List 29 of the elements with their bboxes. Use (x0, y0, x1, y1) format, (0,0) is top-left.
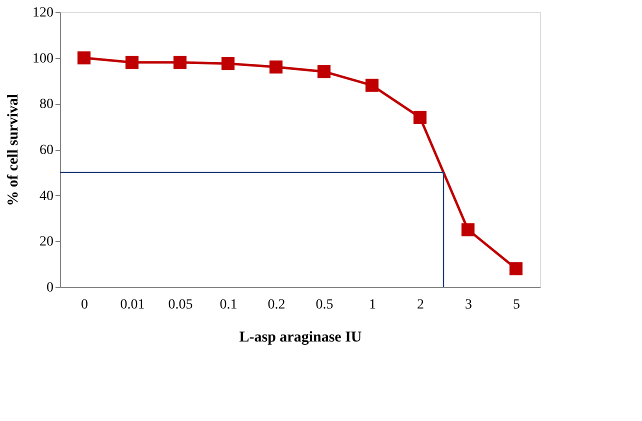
x-tick-label: 2 (417, 298, 424, 312)
x-tick-label: 0.01 (120, 298, 145, 312)
x-tick-label: 0.5 (316, 298, 334, 312)
point (365, 78, 379, 92)
x-tick-label: 3 (465, 298, 472, 312)
point (413, 110, 427, 124)
x-tick-label: 5 (513, 298, 520, 312)
y-axis-title: % of cell survival (6, 94, 22, 206)
x-axis-title: L-asp araginase IU (239, 330, 362, 346)
y-tick-label: 40 (40, 188, 54, 204)
x-tick-label: 0.1 (220, 298, 238, 312)
x-tick-label: 0.2 (268, 298, 286, 312)
point (221, 57, 235, 70)
point (317, 65, 331, 78)
x-tick-label: 0 (81, 298, 88, 312)
x-tick-label: 1 (369, 298, 376, 312)
y-tick-label: 100 (32, 51, 54, 66)
y-tick-label: 60 (40, 143, 54, 158)
y-tick-label: 120 (32, 6, 54, 20)
y-tick-label: 0 (46, 280, 54, 296)
point (461, 223, 475, 236)
y-tick-label: 80 (40, 97, 54, 112)
point (509, 262, 523, 276)
point (269, 60, 283, 74)
point (77, 51, 91, 64)
y-tick-label: 20 (40, 234, 54, 250)
x-tick-label: 0.05 (168, 298, 193, 312)
point (125, 56, 139, 69)
point (173, 56, 187, 69)
